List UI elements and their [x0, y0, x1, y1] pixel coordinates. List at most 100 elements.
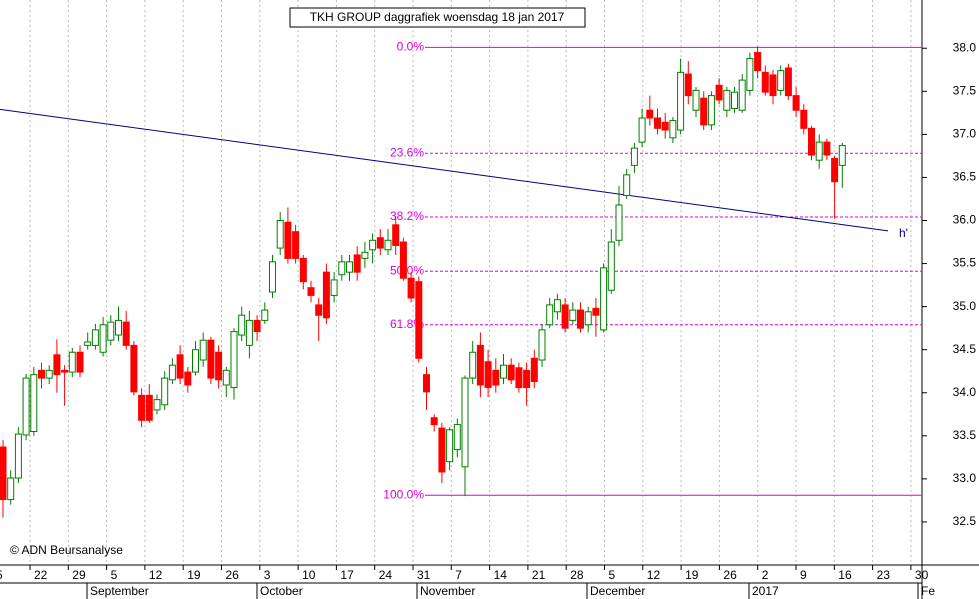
candle-body	[646, 109, 654, 119]
x-tick-label: 12	[647, 568, 661, 582]
candle-body	[384, 239, 392, 251]
candle-body	[584, 311, 592, 326]
candle-body	[322, 271, 330, 319]
candle-body	[723, 89, 731, 111]
x-tick-label: 29	[72, 568, 86, 582]
candle-body	[484, 361, 492, 389]
candle-body	[823, 141, 831, 156]
candle-body	[831, 157, 839, 183]
x-tick-label: 31	[417, 568, 431, 582]
x-tick-label: 7	[455, 568, 462, 582]
y-tick-label: 36.5	[953, 170, 977, 184]
candle-body	[276, 219, 284, 249]
candle-body	[22, 377, 30, 436]
candle-body	[623, 174, 631, 197]
y-tick-label: 38.0	[953, 40, 977, 54]
fib-label: 23.6%	[390, 145, 424, 159]
candle-body	[492, 369, 500, 386]
candle-body	[222, 369, 230, 386]
y-tick-label: 37.0	[953, 127, 977, 141]
candle-body	[361, 251, 369, 259]
candle-body	[145, 394, 153, 421]
x-tick-label: 28	[570, 568, 584, 582]
candle-body	[438, 427, 446, 473]
candle-body	[530, 357, 538, 383]
candle-body	[661, 121, 669, 131]
month-label: 2017	[752, 584, 779, 598]
candle-body	[284, 221, 292, 259]
candle-body	[515, 367, 523, 389]
candle-body	[30, 374, 38, 433]
candle-body	[230, 331, 238, 389]
candle-body	[430, 417, 438, 426]
candle-body	[76, 351, 84, 373]
candle-body	[7, 477, 15, 501]
candle-body	[91, 329, 99, 346]
fib-label: 100.0%	[383, 487, 424, 501]
candle-body	[561, 304, 569, 329]
fib-label: 0.0%	[397, 40, 425, 54]
candle-body	[14, 433, 22, 479]
candle-body	[245, 319, 253, 346]
candle-body	[754, 52, 762, 72]
candle-body	[407, 277, 415, 299]
chart-title: TKH GROUP daggrafiek woensdag 18 jan 201…	[310, 10, 565, 24]
candle-body	[392, 224, 400, 246]
x-tick-label: 26	[723, 568, 737, 582]
trendline	[0, 108, 889, 232]
candle-body	[800, 109, 808, 129]
x-tick-label: 2	[762, 568, 769, 582]
candle-body	[376, 237, 384, 249]
x-tick-label: 23	[877, 568, 891, 582]
candle-body	[546, 304, 554, 326]
candle-body	[199, 339, 207, 361]
candle-body	[192, 349, 199, 373]
candle-body	[399, 241, 407, 279]
candle-body	[346, 261, 353, 273]
candle-body	[292, 231, 300, 259]
candle-body	[307, 287, 315, 296]
candle-body	[45, 369, 53, 379]
candle-body	[84, 341, 92, 346]
candle-body	[569, 309, 577, 321]
x-tick-label: 26	[226, 568, 240, 582]
candle-body	[700, 97, 708, 126]
y-tick-label: 36.0	[953, 213, 977, 227]
candle-body	[299, 257, 307, 283]
candle-body	[669, 120, 677, 139]
y-tick-label: 34.0	[953, 385, 977, 399]
y-tick-label: 35.0	[953, 299, 977, 313]
candle-body	[615, 204, 623, 241]
candle-body	[161, 377, 169, 406]
candle-body	[692, 89, 700, 111]
candle-body	[808, 127, 815, 156]
candle-body	[138, 394, 146, 421]
month-label: November	[420, 584, 475, 598]
candle-body	[715, 84, 723, 101]
candle-body	[707, 95, 715, 126]
candle-body	[207, 339, 215, 379]
candle-body	[330, 279, 338, 296]
x-tick-label: 12	[149, 568, 163, 582]
candle-body	[38, 369, 45, 379]
candle-body	[777, 70, 785, 91]
x-tick-label: 9	[800, 568, 807, 582]
candle-body	[553, 299, 561, 313]
x-tick-label: 19	[685, 568, 699, 582]
x-tick-label: 10	[302, 568, 316, 582]
candle-body	[453, 424, 461, 451]
candle-body	[592, 307, 600, 316]
x-tick-label: 21	[532, 568, 546, 582]
candle-body	[731, 91, 738, 110]
fib-label: 38.2%	[390, 209, 424, 223]
trendline-label: h'	[899, 226, 908, 240]
y-tick-label: 37.5	[953, 83, 977, 97]
candle-body	[538, 329, 546, 361]
candle-body	[792, 95, 800, 111]
candle-body	[184, 371, 192, 386]
month-label: October	[260, 584, 303, 598]
candle-body	[168, 364, 176, 381]
candle-body	[738, 79, 746, 111]
title-box	[289, 7, 586, 28]
